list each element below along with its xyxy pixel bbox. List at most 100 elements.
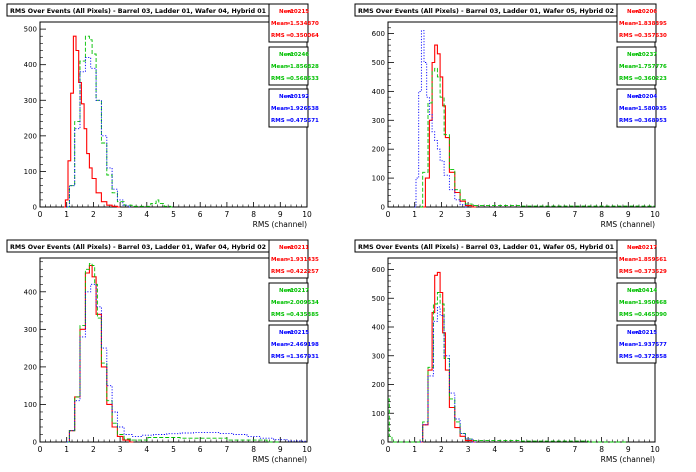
stat-value: 2.469198: [290, 342, 319, 348]
x-tick-label: 2: [439, 445, 444, 454]
stat-equals: =: [286, 354, 291, 360]
x-tick-label: 2: [439, 210, 444, 219]
stat-equals: =: [634, 288, 639, 294]
stat-value: 10237: [638, 52, 657, 58]
stat-value: 10215: [290, 330, 309, 336]
stat-label: RMS: [271, 269, 285, 275]
x-tick-label: 7: [573, 445, 578, 454]
stats-box-1: [616, 239, 657, 279]
series-1-line: [420, 271, 477, 443]
x-tick-label: 5: [171, 445, 176, 454]
panel-4: RMS Over Events (All Pixels) - Barrel 03…: [354, 239, 667, 464]
x-tick-label: 8: [251, 210, 256, 219]
y-tick-label: 400: [24, 288, 37, 296]
stat-label: Nent: [279, 52, 294, 58]
stat-value: 10246: [290, 52, 309, 58]
series-2-line: [420, 67, 655, 208]
series-3-line: [420, 306, 477, 443]
stat-value: 10206: [638, 9, 657, 15]
stat-label: Nent: [627, 52, 642, 58]
y-tick-label: 100: [24, 401, 37, 409]
stats-box-2: [268, 46, 309, 86]
x-tick-label: 1: [412, 445, 417, 454]
stat-label: Nent: [627, 288, 642, 294]
stat-label: Mean: [619, 64, 636, 70]
stats-box-3: [268, 324, 309, 364]
stat-label: Nent: [279, 288, 294, 294]
stat-label: RMS: [619, 76, 633, 82]
stat-value: 0.368953: [638, 118, 667, 124]
x-tick-label: 4: [492, 445, 497, 454]
stat-value: 1.757776: [638, 64, 667, 70]
stat-equals: =: [286, 118, 291, 124]
y-tick-label: 100: [372, 175, 385, 183]
stat-equals: =: [286, 300, 291, 306]
x-tick-label: 10: [650, 445, 660, 454]
stat-label: Mean: [619, 106, 636, 112]
chart-title: RMS Over Events (All Pixels) - Barrel 03…: [10, 244, 266, 251]
x-tick-label: 8: [599, 210, 604, 219]
series-1-line: [422, 44, 477, 208]
x-tick-label: 9: [626, 445, 631, 454]
stat-value: 0.475571: [290, 118, 319, 124]
stat-label: Nent: [627, 9, 642, 15]
x-tick-label: 7: [225, 445, 230, 454]
y-tick-label: 500: [372, 295, 385, 303]
x-tick-label: 8: [251, 445, 256, 454]
x-tick-label: 5: [171, 210, 176, 219]
x-tick-label: 5: [519, 210, 524, 219]
x-tick-label: 3: [466, 210, 471, 219]
series-3-line: [66, 57, 131, 208]
x-tick-label: 6: [546, 445, 551, 454]
stat-label: RMS: [271, 76, 285, 82]
stats-box-1: [268, 239, 309, 279]
stat-equals: =: [634, 106, 639, 112]
x-tick-label: 10: [302, 210, 312, 219]
stat-equals: =: [286, 106, 291, 112]
y-tick-label: 600: [372, 30, 385, 38]
stat-equals: =: [634, 94, 639, 100]
stat-equals: =: [634, 354, 639, 360]
x-tick-label: 1: [64, 210, 69, 219]
x-tick-label: 9: [278, 445, 283, 454]
stats-box-3: [616, 324, 657, 364]
stat-equals: =: [286, 9, 291, 15]
x-tick-label: 1: [412, 210, 417, 219]
y-tick-label: 0: [381, 204, 385, 212]
stat-value: 0.360223: [638, 76, 667, 82]
stat-value: 10217: [638, 245, 657, 251]
stat-label: Mean: [619, 21, 636, 27]
stat-label: Nent: [627, 330, 642, 336]
stat-equals: =: [634, 9, 639, 15]
y-tick-label: 0: [381, 439, 385, 447]
stat-value: 0.422257: [290, 269, 319, 275]
stat-equals: =: [286, 288, 291, 294]
y-tick-label: 300: [372, 352, 385, 360]
y-tick-label: 300: [24, 97, 37, 105]
stats-box-2: [616, 282, 657, 322]
stat-label: RMS: [619, 354, 633, 360]
stat-equals: =: [286, 312, 291, 318]
stat-equals: =: [634, 312, 639, 318]
y-tick-label: 100: [372, 410, 385, 418]
x-tick-label: 3: [118, 445, 123, 454]
y-tick-label: 0: [33, 439, 37, 447]
y-tick-label: 500: [372, 59, 385, 67]
stat-label: RMS: [619, 33, 633, 39]
stat-value: 10414: [638, 288, 657, 294]
stat-value: 0.435385: [290, 312, 319, 318]
x-tick-label: 0: [386, 445, 391, 454]
series-2-line: [66, 263, 281, 443]
x-tick-label: 9: [626, 210, 631, 219]
stat-label: Nent: [627, 94, 642, 100]
stat-equals: =: [634, 52, 639, 58]
x-tick-label: 6: [546, 210, 551, 219]
stat-value: 10211: [290, 245, 309, 251]
stat-label: RMS: [271, 118, 285, 124]
stat-equals: =: [634, 118, 639, 124]
x-tick-label: 0: [38, 210, 43, 219]
stat-value: 0.568533: [290, 76, 319, 82]
stat-label: RMS: [619, 118, 633, 124]
stat-value: 2.009534: [290, 300, 319, 306]
